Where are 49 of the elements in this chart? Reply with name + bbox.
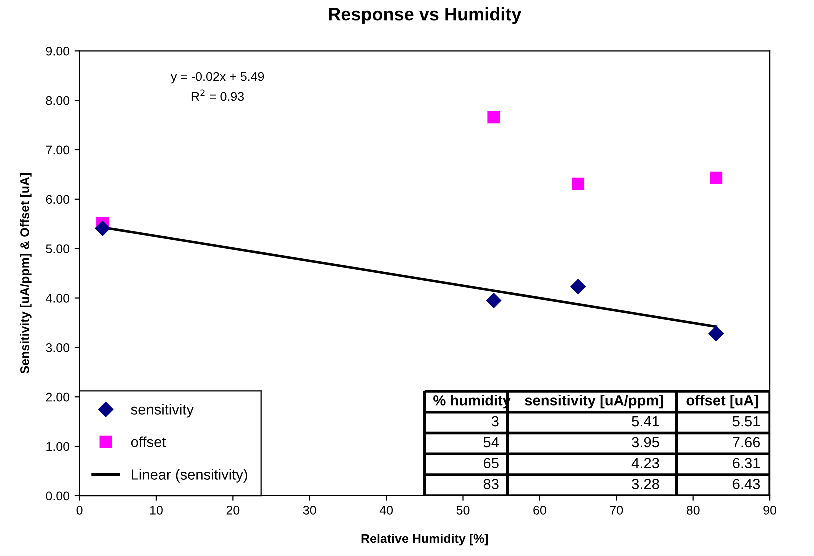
y-tick-label: 6.00	[46, 195, 70, 204]
y-tick-label: 2.00	[46, 392, 70, 402]
annotation: 65	[484, 458, 499, 469]
x-tick-label: 90	[764, 506, 777, 515]
x-tick-label: 0	[76, 506, 83, 515]
x-tick-label: 60	[534, 506, 546, 515]
point	[708, 326, 724, 342]
y-tick-label: 0.00	[46, 492, 70, 501]
point	[710, 172, 723, 184]
y-tick-label: 7.00	[46, 146, 70, 155]
point	[95, 221, 110, 236]
legend-label: sensitivity	[131, 404, 194, 418]
annotation: sensitivity [uA/ppm]	[525, 395, 664, 409]
point	[572, 178, 585, 190]
y-tick-label: 3.00	[46, 343, 70, 352]
x-tick-label: 80	[686, 506, 700, 515]
annotation: offset [uA]	[686, 395, 758, 409]
x-tick-label: 70	[610, 506, 624, 515]
annotation: 54	[484, 437, 500, 448]
annotation: y = -0.02x + 5.49	[170, 72, 264, 84]
y-tick-label: 5.00	[46, 244, 70, 254]
annotation: R$^{2}$ = 0.93	[192, 90, 244, 102]
annotation: 6.31	[733, 458, 760, 469]
y-tick-label: 4.00	[46, 294, 70, 303]
y-axis-title: Sensitivity [uA/ppm] & Offset [uA]	[20, 174, 32, 374]
x-tick-label: 40	[380, 506, 394, 515]
x-tick-label: 50	[456, 506, 470, 515]
annotation: 3	[492, 416, 499, 427]
x-tick-label: 30	[303, 506, 316, 515]
x-tick-label: 20	[226, 506, 240, 515]
y-tick-label: 8.00	[46, 96, 70, 106]
y-tick-label: 9.00	[46, 46, 70, 56]
annotation: 4.23	[632, 458, 660, 469]
point	[570, 279, 586, 294]
y-tick-label: 1.00	[46, 442, 70, 452]
annotation: 3.28	[632, 479, 660, 490]
x-axis-title: Relative Humidity [%]	[362, 534, 488, 546]
legend-label: offset	[131, 436, 166, 448]
annotation: 3.95	[632, 437, 660, 448]
annotation: 5.41	[632, 416, 660, 427]
annotation: 7.66	[733, 437, 760, 448]
point	[486, 293, 502, 308]
annotation: 83	[484, 479, 499, 490]
x-tick-label: 10	[150, 506, 163, 515]
annotation: 6.43	[733, 479, 760, 490]
chart-title: Response vs Humidity	[329, 8, 522, 24]
annotation: 5.51	[732, 416, 760, 427]
point	[488, 111, 500, 124]
legend-label: Linear (sensitivity)	[132, 469, 248, 483]
